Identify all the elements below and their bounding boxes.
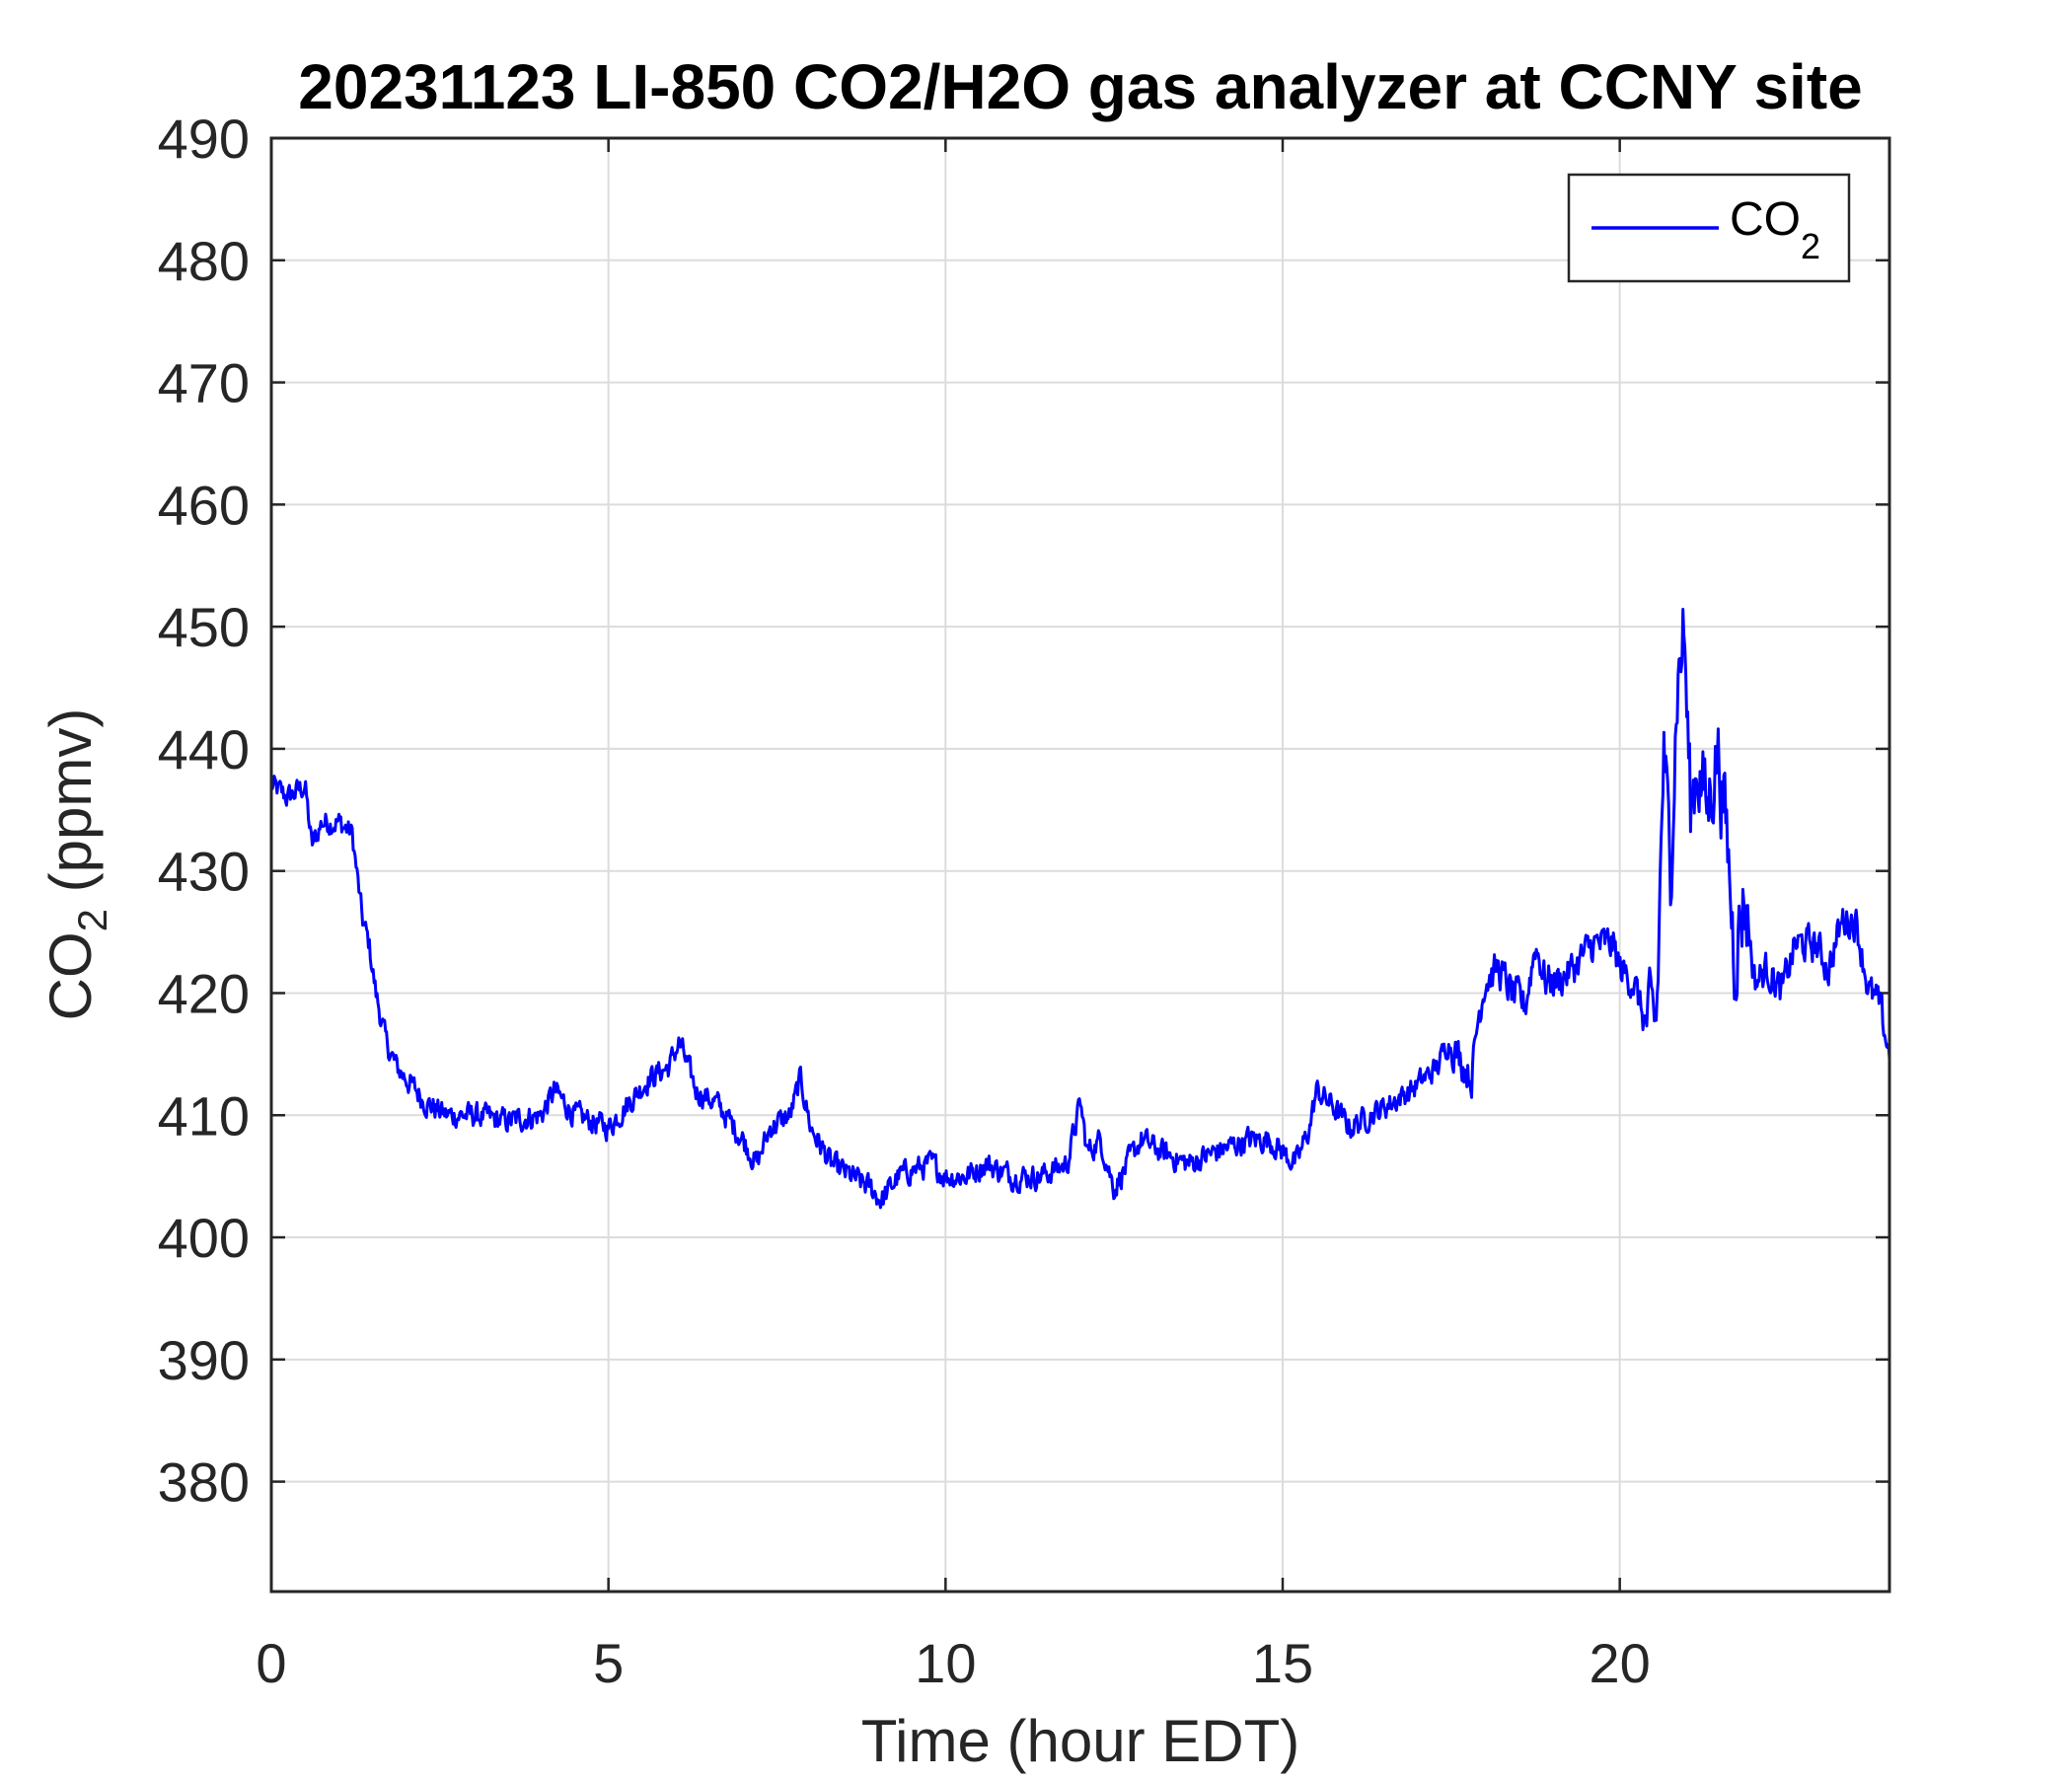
plot-area [269, 608, 1891, 1210]
y-tick-label: 470 [158, 352, 250, 414]
y-tick-label: 430 [158, 841, 250, 903]
chart-title: 20231123 LI-850 CO2/H2O gas analyzer at … [298, 51, 1862, 122]
plot-background [271, 138, 1889, 1592]
y-tick-labels: 380 390 400 410 420 430 440 450 460 470 480 490 [158, 108, 250, 1514]
y-axis-label-main: CO [37, 931, 104, 1020]
y-tick-label: 390 [158, 1329, 250, 1391]
x-tick-label: 20 [1590, 1632, 1651, 1694]
y-tick-label: 490 [158, 108, 250, 170]
legend-label-subscript: 2 [1801, 226, 1820, 266]
legend-entry-label: CO2 [1730, 193, 1820, 266]
y-axis-label-tail: (ppmv) [37, 708, 104, 909]
plot-frame [269, 136, 1891, 1594]
y-tick-label: 480 [158, 230, 250, 292]
y-axis-label-subscript: 2 [69, 909, 115, 931]
legend: CO2 [1567, 173, 1851, 283]
x-tick-label: 15 [1252, 1632, 1313, 1694]
y-tick-label: 400 [158, 1207, 250, 1269]
y-tick-label: 440 [158, 718, 250, 780]
y-tick-label: 420 [158, 962, 250, 1024]
y-tick-label: 460 [158, 474, 250, 536]
x-tick-label: 10 [915, 1632, 976, 1694]
x-tick-label: 0 [256, 1632, 286, 1694]
x-tick-labels: 0 5 10 15 20 [256, 1632, 1650, 1694]
y-tick-label: 450 [158, 596, 250, 658]
x-axis-label: Time (hour EDT) [861, 1708, 1300, 1774]
y-axis-label: CO2 (ppmv) [37, 708, 115, 1021]
legend-label-main: CO [1730, 193, 1801, 246]
x-tick-label: 5 [593, 1632, 624, 1694]
series-line-co2 [269, 608, 1891, 1210]
y-tick-label: 410 [158, 1084, 250, 1147]
y-tick-label: 380 [158, 1451, 250, 1514]
